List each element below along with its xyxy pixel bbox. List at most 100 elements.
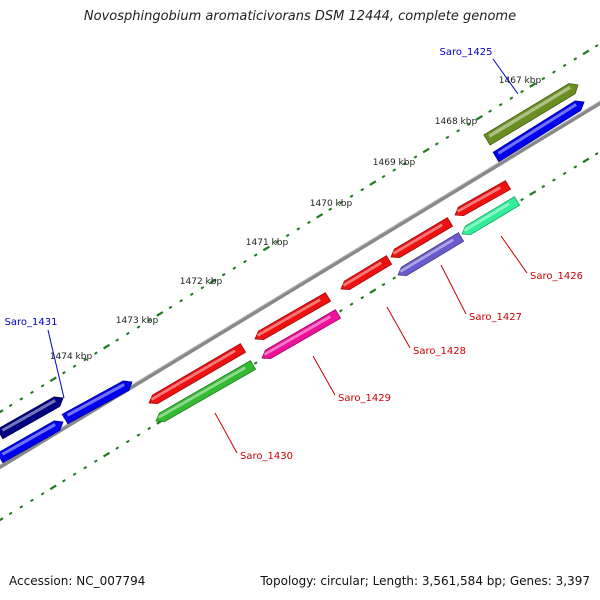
feature-highlight — [342, 261, 382, 287]
major-tick — [0, 517, 4, 522]
minor-tick — [562, 63, 567, 68]
feature-highlight — [497, 103, 577, 155]
minor-tick — [40, 492, 45, 496]
tick-label: 1468 kbp — [435, 117, 478, 127]
major-tick — [316, 213, 324, 219]
feature-highlight — [456, 186, 501, 213]
minor-tick — [253, 253, 258, 257]
major-tick — [262, 245, 270, 252]
minor-tick — [275, 240, 279, 244]
gene-label[interactable]: Saro_1425 — [440, 47, 493, 58]
tick-label: 1474 kbp — [50, 352, 93, 362]
minor-tick — [349, 194, 354, 198]
major-tick — [529, 190, 537, 196]
major-tick — [49, 376, 57, 383]
minor-tick — [253, 361, 258, 365]
minor-tick — [573, 165, 578, 169]
minor-tick — [72, 472, 77, 476]
tick-label: 1470 kbp — [310, 199, 353, 209]
gene-saro-1430 — [155, 360, 257, 423]
minor-tick — [125, 439, 130, 444]
feature-body — [0, 420, 64, 464]
minor-tick — [552, 178, 556, 182]
minor-tick — [8, 511, 13, 516]
minor-tick — [93, 351, 98, 355]
minor-tick — [402, 161, 407, 166]
minor-tick — [232, 266, 237, 270]
major-tick — [369, 180, 377, 186]
gene-leader-line — [492, 58, 519, 95]
minor-tick — [62, 371, 66, 375]
feature-body — [492, 100, 585, 163]
minor-tick — [381, 174, 386, 179]
feature-highlight — [1, 399, 56, 432]
major-tick — [529, 82, 537, 88]
gene-label[interactable]: Saro_1430 — [240, 451, 293, 462]
minor-tick — [488, 109, 492, 113]
minor-tick — [285, 233, 290, 238]
gene-saro-1427 — [397, 232, 465, 277]
gene-leader-line — [386, 306, 411, 349]
minor-tick — [8, 403, 13, 408]
minor-tick — [413, 155, 418, 159]
minor-tick — [83, 358, 88, 362]
gene-label[interactable]: Saro_1429 — [338, 393, 391, 404]
map-title: Novosphingobium aromaticivorans DSM 1244… — [83, 9, 517, 24]
gene-label[interactable]: Saro_1431 — [5, 317, 58, 328]
gene-1431-right — [61, 380, 133, 425]
feature-highlight — [463, 202, 510, 232]
feature-body — [0, 396, 64, 440]
tick-label: 1472 kbp — [180, 277, 223, 287]
minor-tick — [115, 446, 120, 450]
minor-tick — [30, 498, 34, 503]
minor-tick — [221, 273, 226, 277]
major-tick — [156, 311, 164, 317]
gene-saro-1425 — [483, 83, 579, 146]
gene-label[interactable]: Saro_1428 — [413, 346, 466, 357]
minor-tick — [594, 44, 599, 48]
gene-red-b — [390, 217, 454, 259]
gene-left-navy — [0, 396, 64, 440]
feature-highlight — [488, 85, 571, 138]
genome-summary: Topology: circular; Length: 3,561,584 bp… — [260, 574, 590, 588]
minor-tick — [498, 103, 503, 107]
minor-tick — [136, 433, 141, 437]
tick-label: 1469 kbp — [373, 158, 416, 168]
minor-tick — [125, 331, 130, 336]
feature-highlight — [150, 349, 236, 401]
major-tick — [369, 288, 377, 294]
major-tick — [102, 343, 111, 350]
minor-tick — [392, 276, 397, 280]
gene-label[interactable]: Saro_1427 — [469, 312, 522, 323]
minor-tick — [552, 70, 556, 74]
minor-tick — [541, 184, 546, 189]
minor-tick — [147, 426, 152, 431]
minor-tick — [520, 197, 524, 202]
minor-tick — [434, 142, 439, 146]
minor-tick — [456, 129, 460, 133]
gene-saro-1426 — [461, 196, 521, 236]
gene-red-a — [454, 180, 512, 217]
feature-body — [483, 83, 579, 146]
feature-highlight — [392, 223, 443, 255]
feature-highlight — [256, 298, 321, 337]
minor-tick — [62, 479, 66, 483]
minor-tick — [30, 390, 34, 395]
gene-label[interactable]: Saro_1426 — [530, 271, 583, 282]
minor-tick — [243, 259, 247, 264]
feature-highlight — [157, 366, 246, 419]
minor-tick — [307, 220, 311, 225]
minor-tick — [466, 122, 471, 127]
major-tick — [102, 451, 111, 458]
tick-label: 1471 kbp — [246, 238, 289, 248]
accession-label: Accession: NC_007794 — [9, 574, 146, 588]
minor-tick — [573, 57, 578, 61]
minor-tick — [296, 227, 301, 231]
minor-tick — [541, 76, 546, 81]
major-tick — [209, 278, 217, 285]
minor-tick — [72, 364, 77, 368]
minor-tick — [392, 168, 397, 172]
gene-red-c — [254, 292, 332, 341]
